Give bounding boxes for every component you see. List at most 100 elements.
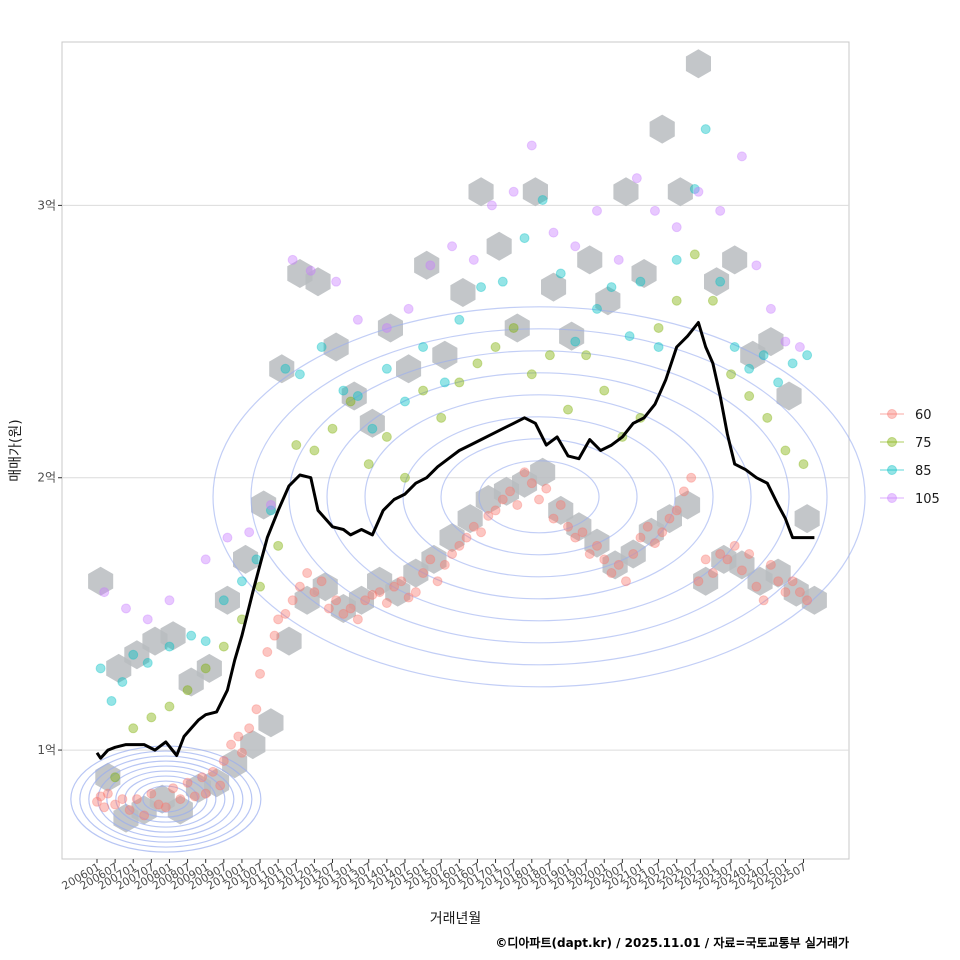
data-point-60 — [447, 548, 458, 559]
data-point-60 — [345, 603, 356, 614]
data-point-60 — [197, 772, 208, 783]
data-point-60 — [526, 478, 537, 489]
data-point-75 — [110, 772, 121, 783]
data-point-105 — [526, 140, 537, 151]
data-point-85 — [200, 636, 211, 647]
data-point-105 — [736, 151, 747, 162]
data-point-60 — [628, 548, 639, 559]
data-point-60 — [584, 548, 595, 559]
legend: 60 75 85 105 — [880, 408, 940, 507]
data-point-60 — [189, 791, 200, 802]
data-point-75 — [182, 685, 193, 696]
hex-bin — [794, 504, 820, 534]
data-point-60 — [649, 538, 660, 549]
density-contour — [364, 394, 714, 600]
data-point-60 — [168, 783, 179, 794]
data-point-60 — [131, 794, 142, 805]
data-point-105 — [780, 336, 791, 347]
plot-panel — [61, 41, 850, 860]
density-contour — [326, 372, 752, 622]
hex-bin — [522, 177, 548, 207]
data-point-60 — [555, 499, 566, 510]
data-point-60 — [269, 630, 280, 641]
data-point-60 — [519, 467, 530, 478]
density-contour — [288, 350, 790, 644]
data-point-105 — [715, 205, 726, 216]
data-point-85 — [338, 385, 349, 396]
density-contour — [250, 328, 828, 666]
data-point-75 — [707, 295, 718, 306]
data-point-105 — [548, 227, 559, 238]
data-point-60 — [233, 731, 244, 742]
density-contour — [212, 306, 866, 688]
data-point-85 — [117, 676, 128, 687]
hex-bin — [305, 267, 331, 297]
data-point-60 — [794, 587, 805, 598]
data-point-85 — [265, 505, 276, 516]
data-point-75 — [363, 459, 374, 470]
data-point-75 — [200, 663, 211, 674]
data-point-85 — [758, 350, 769, 361]
x-axis-ticks: 2006012006072007012007072008012008072009… — [60, 859, 809, 893]
data-point-85 — [316, 342, 327, 353]
data-point-60 — [722, 554, 733, 565]
scatter-points — [92, 124, 813, 821]
data-point-60 — [541, 483, 552, 494]
hex-bin — [704, 267, 730, 297]
data-point-60 — [802, 595, 813, 606]
data-point-85 — [294, 369, 305, 380]
data-point-75 — [255, 581, 266, 592]
legend-label: 105 — [915, 492, 940, 507]
hex-bin — [649, 114, 675, 144]
data-point-85 — [606, 282, 617, 293]
data-point-105 — [486, 200, 497, 211]
data-point-85 — [236, 576, 247, 587]
data-point-60 — [255, 668, 266, 679]
hex-bin — [348, 585, 374, 615]
y-tick-label: 1억 — [37, 743, 56, 757]
density-contour — [88, 755, 244, 843]
data-point-60 — [787, 576, 798, 587]
data-point-75 — [128, 723, 139, 734]
data-point-60 — [110, 799, 121, 810]
density-contour — [70, 745, 262, 853]
hex-bin — [385, 577, 411, 607]
data-point-60 — [160, 802, 171, 813]
hex-bin — [541, 272, 567, 302]
density-contour — [124, 775, 208, 823]
data-point-60 — [563, 521, 574, 532]
data-point-60 — [92, 796, 102, 807]
hex-bin — [693, 566, 719, 596]
data-point-85 — [476, 282, 487, 293]
data-point-60 — [751, 581, 762, 592]
data-point-60 — [262, 647, 273, 658]
data-point-60 — [251, 704, 262, 715]
hex-bin — [504, 313, 530, 343]
hex-bin — [468, 177, 494, 207]
data-point-60 — [468, 521, 479, 532]
data-point-60 — [693, 576, 704, 587]
hex-bin — [685, 49, 711, 79]
data-point-75 — [472, 358, 483, 369]
data-point-60 — [671, 505, 682, 516]
data-point-85 — [729, 342, 740, 353]
data-point-60 — [215, 780, 226, 791]
density-contour — [97, 760, 235, 838]
hex-bin — [323, 332, 349, 362]
data-point-105 — [352, 314, 363, 325]
data-point-60 — [403, 592, 414, 603]
data-point-60 — [153, 799, 164, 810]
data-point-60 — [744, 548, 755, 559]
data-point-60 — [200, 788, 211, 799]
data-point-60 — [396, 576, 407, 587]
data-point-60 — [678, 486, 689, 497]
data-point-85 — [280, 363, 291, 374]
data-point-75 — [490, 342, 501, 353]
data-point-60 — [273, 614, 284, 625]
data-point-85 — [591, 303, 602, 314]
hex-bin — [486, 231, 512, 261]
hex-bin — [414, 250, 440, 280]
hex-bin — [595, 286, 621, 316]
data-point-60 — [331, 595, 342, 606]
data-point-105 — [765, 303, 776, 314]
